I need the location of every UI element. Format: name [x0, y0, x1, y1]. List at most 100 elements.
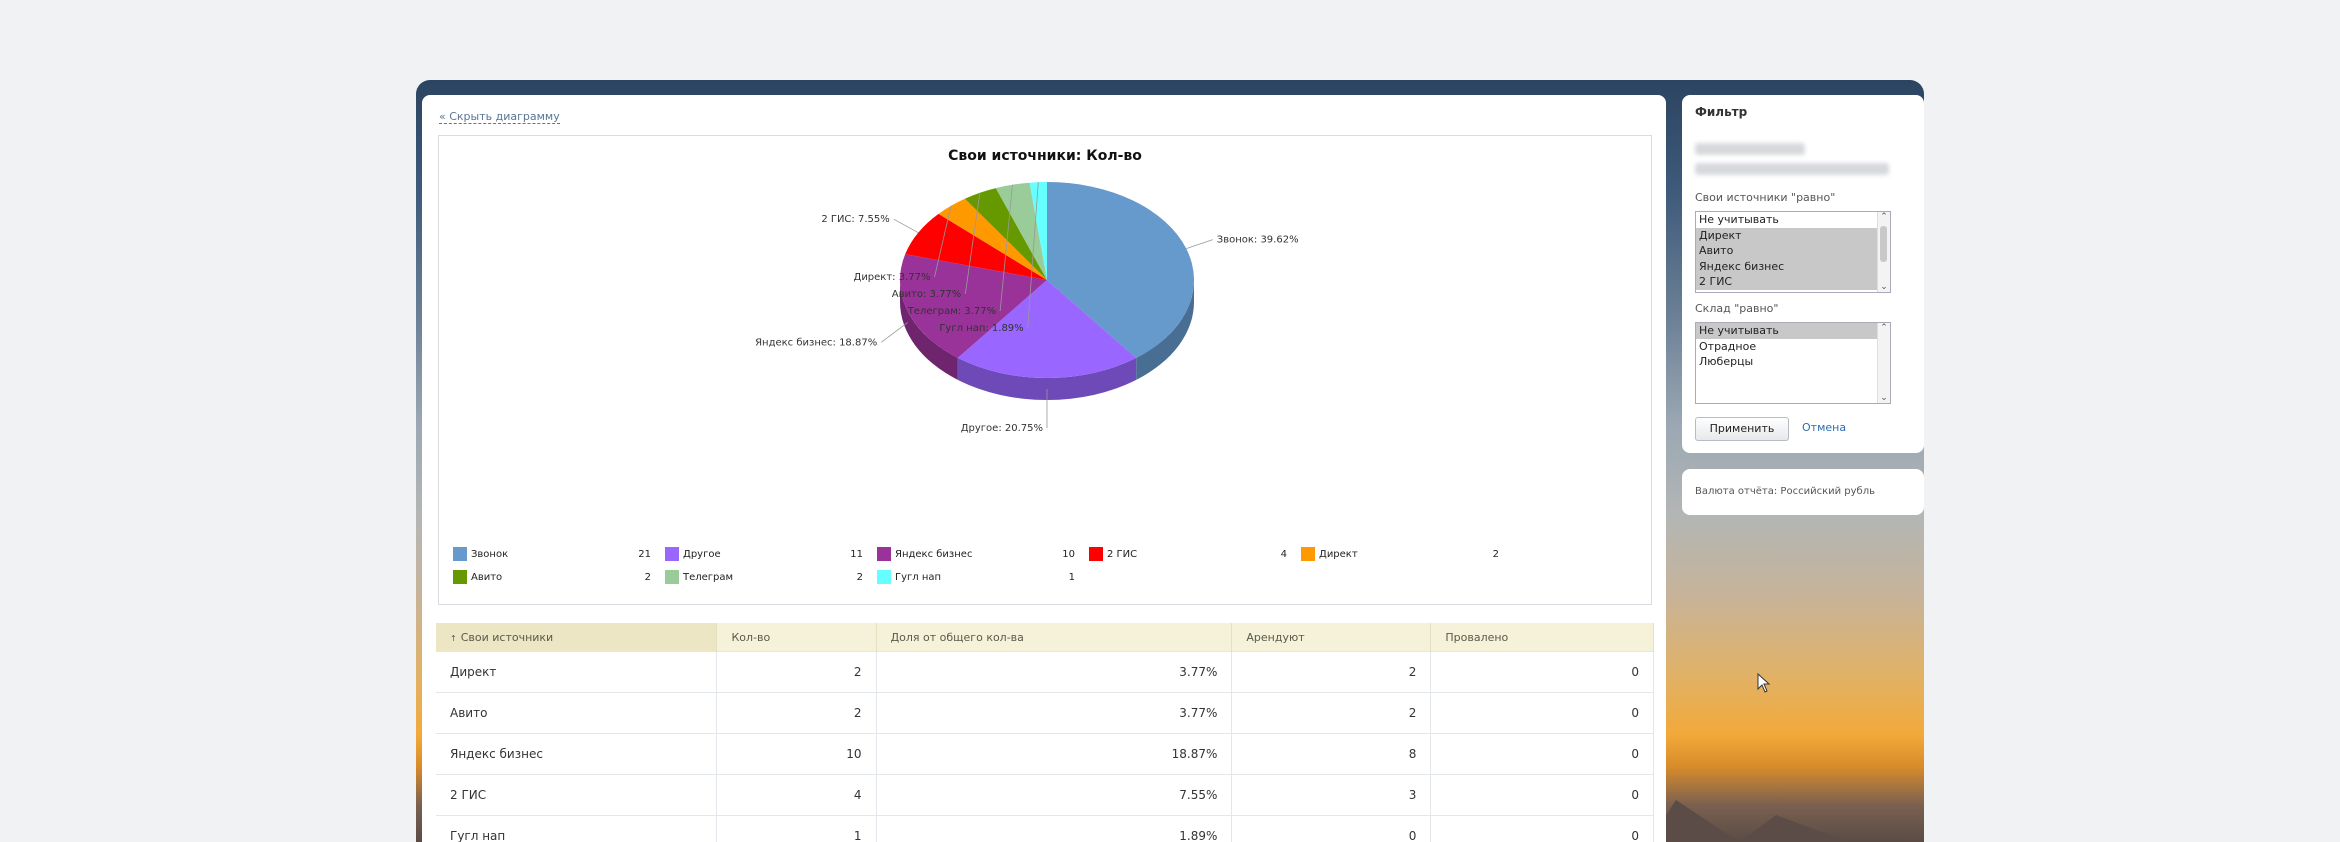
listbox-option[interactable]: Люберцы [1699, 355, 1754, 368]
pie-slice-Авито[interactable] [964, 188, 1047, 280]
legend-label: Другое [683, 549, 721, 560]
legend-count: 2 [644, 572, 651, 583]
listbox-option[interactable]: Авито [1696, 243, 1890, 259]
listbox-option[interactable]: 2 ГИС [1696, 274, 1890, 290]
slice-data-label: Другое: 20.75% [961, 423, 1043, 434]
value-cell: 0 [1430, 692, 1654, 734]
legend-count: 2 [856, 572, 863, 583]
pie-slice-2 ГИС[interactable] [905, 213, 1047, 280]
value-cell: 1.89% [876, 815, 1233, 842]
source-cell: Яндекс бизнес [436, 733, 718, 775]
legend-swatch [877, 570, 891, 584]
slice-data-label: 2 ГИС: 7.55% [821, 214, 889, 225]
slice-leader-line [893, 218, 919, 234]
legend-item[interactable]: 2 ГИС 4 [1089, 546, 1289, 564]
apply-button[interactable]: Применить [1695, 417, 1789, 441]
scroll-thumb[interactable] [1880, 226, 1887, 262]
mountain-shape [1716, 815, 1896, 842]
pie-slice-Директ[interactable] [938, 198, 1047, 280]
pie-slice-Звонок[interactable] [1047, 182, 1194, 358]
value-cell: 3.77% [876, 692, 1233, 734]
table-row: 2 ГИС 4 7.55% 3 0 [436, 774, 1654, 816]
legend-label: Телеграм [683, 572, 734, 583]
cancel-link[interactable]: Отмена [1802, 421, 1847, 434]
sources-table: ↑ Свои источники Кол-во Доля от общего ко… [436, 623, 1654, 842]
legend-swatch [1089, 547, 1103, 561]
legend-count: 11 [850, 549, 863, 560]
legend-item[interactable]: Гугл нап 1 [877, 569, 1077, 587]
pie-slice-Гугл нап[interactable] [1029, 182, 1047, 280]
scroll-up-icon[interactable]: ⌃ [1880, 323, 1888, 333]
value-cell: 7.55% [876, 774, 1233, 816]
sources-filter-label: Свои источники "равно" [1695, 191, 1836, 204]
legend-item[interactable]: Яндекс бизнес 10 [877, 546, 1077, 564]
column-header-count[interactable]: Кол-во [716, 623, 877, 652]
legend-item[interactable]: Звонок 21 [453, 546, 653, 564]
blurred-field [1695, 143, 1805, 155]
listbox-option[interactable]: Яндекс бизнес [1696, 258, 1890, 274]
listbox-option[interactable]: Не учитывать [1696, 323, 1890, 339]
legend-count: 2 [1492, 549, 1499, 560]
legend-item[interactable]: Телеграм 2 [665, 569, 865, 587]
pie-slice-Яндекс бизнес[interactable] [900, 254, 1047, 358]
value-cell: 1 [716, 815, 877, 842]
table-header-row: ↑ Свои источники Кол-во Доля от общего ко… [436, 623, 1654, 652]
slice-leader-line [964, 192, 981, 295]
column-header-renting[interactable]: Арендуют [1231, 623, 1432, 652]
table-row: Яндекс бизнес 10 18.87% 8 0 [436, 733, 1654, 775]
legend-item[interactable]: Директ 2 [1301, 546, 1501, 564]
value-cell: 0 [1231, 815, 1432, 842]
source-cell: Авито [436, 692, 718, 734]
legend-count: 21 [638, 549, 651, 560]
pie-slice-Другое[interactable] [957, 280, 1137, 378]
table-row: Авито 2 3.77% 2 0 [436, 692, 1654, 734]
value-cell: 2 [716, 651, 877, 693]
value-cell: 2 [716, 692, 877, 734]
legend-swatch [877, 547, 891, 561]
sources-listbox[interactable]: Не учитывать Директ Авито Яндекс бизнес 2 ГИ… [1695, 211, 1891, 293]
value-cell: 0 [1430, 651, 1654, 693]
value-cell: 4 [716, 774, 877, 816]
chart-title: Свои источники: Кол-во [948, 148, 1142, 164]
source-cell: Директ [436, 651, 718, 693]
legend-count: 4 [1280, 549, 1287, 560]
scroll-down-icon[interactable]: ⌄ [1880, 393, 1888, 403]
legend-swatch [453, 570, 467, 584]
filter-title: Фильтр [1695, 105, 1748, 119]
listbox-option[interactable]: Отрадное [1699, 339, 1757, 353]
warehouse-listbox[interactable]: Не учитывать Отрадное Люберцы ⌃ ⌄ [1695, 322, 1891, 404]
pie-slice-side-Звонок [1136, 280, 1194, 380]
legend-item[interactable]: Другое 11 [665, 546, 865, 564]
slice-leader-line [999, 184, 1013, 312]
listbox-option[interactable]: Не учитывать [1699, 213, 1779, 226]
source-cell: Гугл нап [436, 815, 718, 842]
legend-item[interactable]: Авито 2 [453, 569, 653, 587]
slice-leader-line [934, 205, 952, 278]
mouse-cursor-icon [1757, 673, 1771, 693]
filter-panel: Фильтр Свои источники "равно" Не учитыва… [1682, 95, 1924, 453]
listbox-scrollbar[interactable]: ⌃ ⌄ [1877, 212, 1890, 292]
slice-data-label: Звонок: 39.62% [1217, 235, 1299, 246]
blurred-select[interactable] [1695, 163, 1889, 175]
listbox-scrollbar[interactable]: ⌃ ⌄ [1877, 323, 1890, 403]
sort-indicator: ↑ [450, 633, 457, 643]
legend-swatch [1301, 547, 1315, 561]
scroll-up-icon[interactable]: ⌃ [1880, 212, 1888, 222]
legend-swatch [665, 570, 679, 584]
pie-slice-Телеграм[interactable] [995, 182, 1047, 280]
hide-chart-link[interactable]: « Скрыть диаграмму [439, 110, 560, 124]
column-header-failed[interactable]: Провалено [1430, 623, 1654, 652]
column-header-share[interactable]: Доля от общего кол-ва [876, 623, 1233, 652]
listbox-option[interactable]: Директ [1696, 227, 1890, 243]
scroll-down-icon[interactable]: ⌄ [1880, 282, 1888, 292]
pie-chart: Звонок: 39.62% Другое: 20.75% Яндекс бизне… [755, 182, 1299, 434]
slice-data-label: Яндекс бизнес: 18.87% [755, 337, 877, 348]
value-cell: 8 [1231, 733, 1432, 775]
value-cell: 3.77% [876, 651, 1233, 693]
slice-leader-line [880, 322, 908, 343]
column-header-source[interactable]: ↑ Свои источники [436, 623, 718, 652]
legend-label: Звонок [471, 549, 509, 560]
legend-swatch [453, 547, 467, 561]
chart-container: Свои источники: Кол-во Звонок: 39.62% Дру… [438, 135, 1652, 605]
